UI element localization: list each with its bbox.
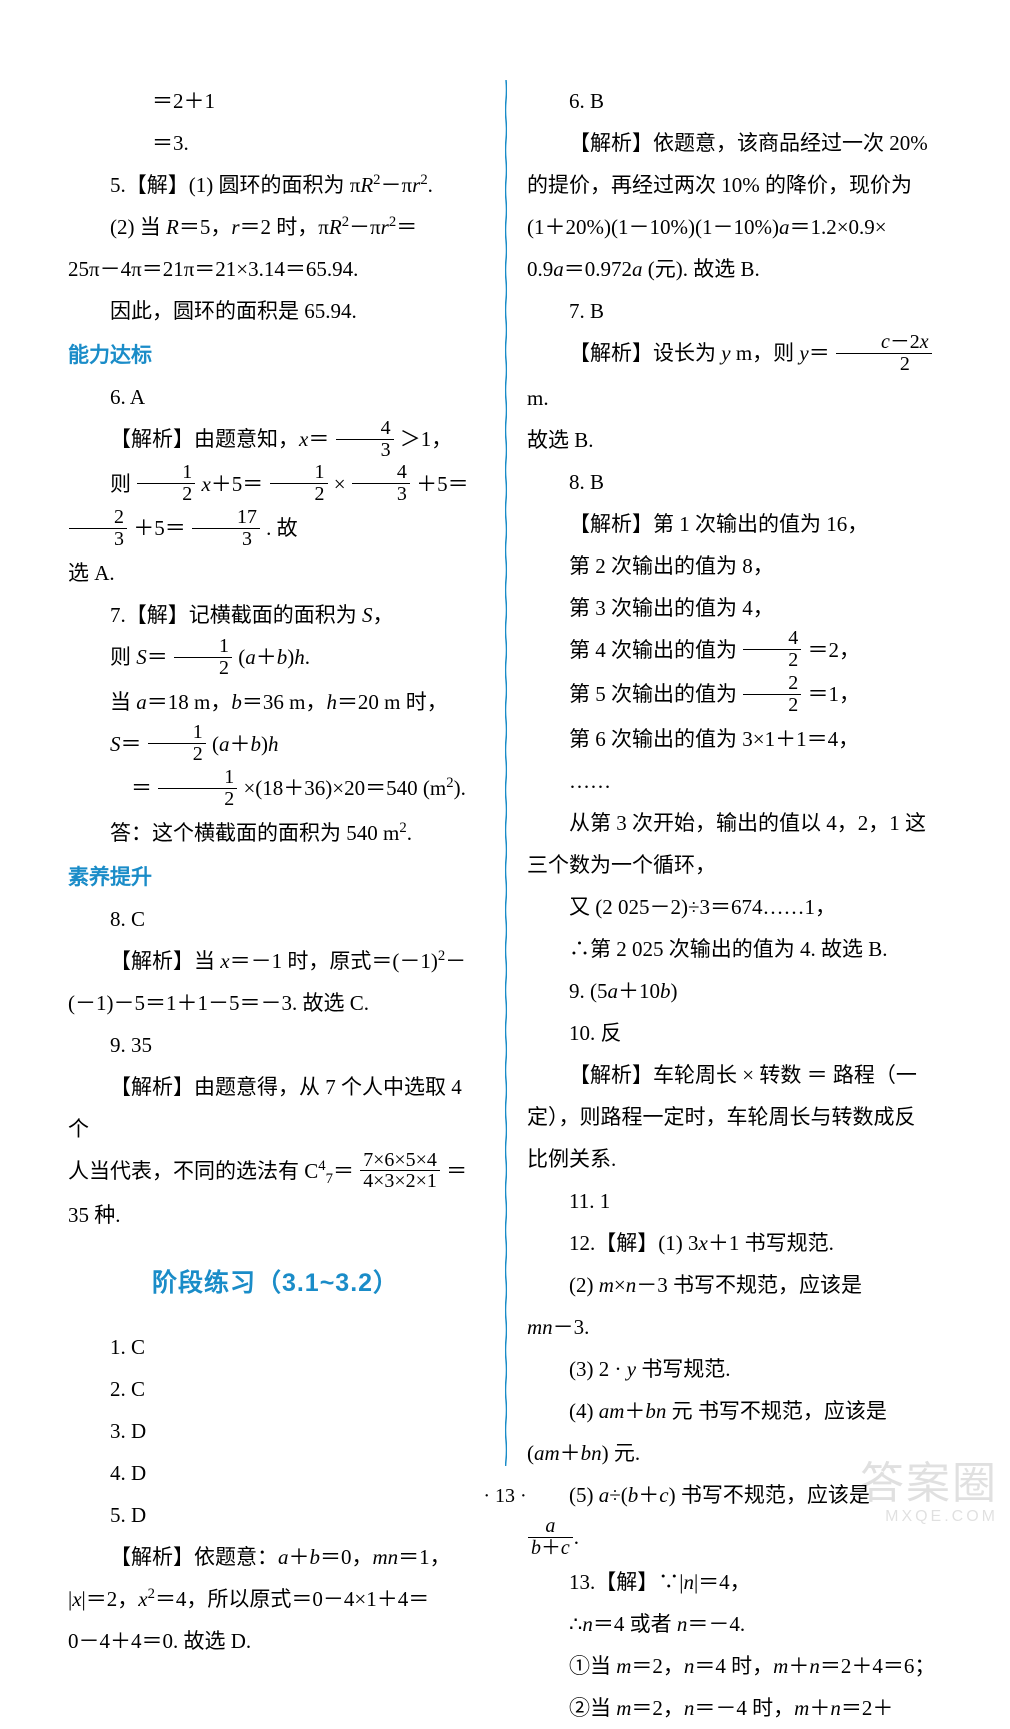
text-line: 又 (2 025－2)÷3＝674……1， (527, 886, 942, 928)
text-line: 第 5 次输出的值为 22 ＝1， (527, 673, 942, 718)
text-line: a b＋c . (527, 1516, 942, 1561)
text-line: 0.9a＝0.972a (元). 故选 B. (527, 248, 942, 290)
text-line: 3. D (68, 1410, 483, 1452)
text-line: 故选 B. (527, 419, 942, 461)
text-line: 9. 35 (68, 1024, 483, 1066)
text-line: 7. B (527, 290, 942, 332)
text-line: ＝2＋1 (68, 80, 483, 122)
text-line: 8. B (527, 461, 942, 503)
text-line: 【解析】设长为 y m，则 y＝ c－2x 2 m. (527, 332, 942, 419)
text-line: 11. 1 (527, 1180, 942, 1222)
text-line: 25π－4π＝21π＝21×3.14＝65.94. (68, 248, 483, 290)
text-line: 选 A. (68, 552, 483, 594)
text-line: ∴第 2 025 次输出的值为 4. 故选 B. (527, 928, 942, 970)
text-line: 第 4 次输出的值为 42 ＝2， (527, 629, 942, 674)
text-line: ＝ 12 ×(18＋36)×20＝540 (m2). (68, 767, 483, 812)
text-line: 的提价，再经过两次 10% 的降价，现价为 (527, 164, 942, 206)
text-line: 当 a＝18 m，b＝36 m，h＝20 m 时， (68, 681, 483, 723)
text-line: 【解析】第 1 次输出的值为 16， (527, 503, 942, 545)
text-line: (4) am＋bn 元 书写不规范，应该是 (527, 1390, 942, 1432)
text-line: 答：这个横截面的面积为 540 m2. (68, 812, 483, 854)
column-divider (505, 80, 507, 1466)
page-number: · 13 · (0, 1485, 1010, 1508)
page: ＝2＋1 ＝3. 5.【解】(1) 圆环的面积为 πR2－πr2. (2) 当 … (0, 0, 1010, 1536)
text-line: (2) 当 R＝5，r＝2 时，πR2－πr2＝ (68, 206, 483, 248)
text-line: 第 6 次输出的值为 3×1＋1＝4， (527, 718, 942, 760)
fraction: c－2x 2 (836, 332, 932, 375)
section-heading: 素养提升 (68, 856, 483, 898)
text-line: 7.【解】记横截面的面积为 S， (68, 594, 483, 636)
fraction: 12 (137, 462, 195, 505)
text-line: |x|＝2，x2＝4，所以原式＝0－4×1＋4＝ (68, 1578, 483, 1620)
fraction: 12 (148, 722, 206, 765)
fraction: 43 (352, 462, 410, 505)
text-line: 定），则路程一定时，车轮周长与转数成反 (527, 1096, 942, 1138)
text-line: 【解析】车轮周长 × 转数 ＝ 路程（一 (527, 1054, 942, 1096)
fraction: 12 (270, 462, 328, 505)
fraction: 173 (192, 507, 260, 550)
text-line: 13.【解】∵|n|＝4， (527, 1561, 942, 1603)
section-title: 阶段练习（3.1~3.2） (68, 1258, 483, 1308)
text-line: (3) 2 · y 书写规范. (527, 1348, 942, 1390)
text-line: 第 3 次输出的值为 4， (527, 587, 942, 629)
text-line: (2) m×n－3 书写不规范，应该是 (527, 1264, 942, 1306)
text-line: (－1)－5＝1＋1－5＝－3. 故选 C. (68, 982, 483, 1024)
text-line: 1. C (68, 1326, 483, 1368)
text-line: 【解析】当 x＝－1 时，原式＝(－1)2－ (68, 940, 483, 982)
text-line: …… (527, 760, 942, 802)
fraction: 23 (69, 507, 127, 550)
text-line: ∴n＝4 或者 n＝－4. (527, 1603, 942, 1645)
text-line: 【解析】依题意：a＋b＝0，mn＝1， (68, 1536, 483, 1578)
text-line: 6. A (68, 376, 483, 418)
text-line: 第 2 次输出的值为 8， (527, 545, 942, 587)
text-line: 6. B (527, 80, 942, 122)
text-line: 2. C (68, 1368, 483, 1410)
text-line: 9. (5a＋10b) (527, 970, 942, 1012)
fraction: 22 (743, 673, 801, 716)
text-line: ①当 m＝2，n＝4 时，m＋n＝2＋4＝6； (527, 1645, 942, 1687)
text-line: 【解析】由题意得，从 7 个人中选取 4 个 (68, 1066, 483, 1150)
text-line: 三个数为一个循环， (527, 844, 942, 886)
right-column: 6. B 【解析】依题意，该商品经过一次 20% 的提价，再经过两次 10% 的… (505, 80, 960, 1476)
fraction: 42 (743, 628, 801, 671)
text-line: 从第 3 次开始，输出的值以 4，2，1 这 (527, 802, 942, 844)
fraction: 12 (174, 636, 232, 679)
text-line: 8. C (68, 898, 483, 940)
text-line: 35 种. (68, 1194, 483, 1236)
fraction: 43 (336, 418, 394, 461)
text-line: 【解析】依题意，该商品经过一次 20% (527, 122, 942, 164)
text-line: mn－3. (527, 1306, 942, 1348)
text-line: ②当 m＝2，n＝－4 时，m＋n＝2＋ (527, 1687, 942, 1729)
text-line: (1＋20%)(1－10%)(1－10%)a＝1.2×0.9× (527, 206, 942, 248)
fraction: 12 (158, 767, 237, 810)
text-line: 人当代表，不同的选法有 C47＝ 7×6×5×44×3×2×1 ＝ (68, 1150, 483, 1195)
text-line: 5.【解】(1) 圆环的面积为 πR2－πr2. (68, 164, 483, 206)
text-line: (am＋bn) 元. (527, 1432, 942, 1474)
section-heading: 能力达标 (68, 334, 483, 376)
text-line: 0－4＋4＝0. 故选 D. (68, 1620, 483, 1662)
text-line: 比例关系. (527, 1138, 942, 1180)
fraction: 7×6×5×44×3×2×1 (360, 1150, 440, 1193)
text-line: ＝3. (68, 122, 483, 164)
text-line: 则 12 x＋5＝ 12 × 43 ＋5＝ 23 ＋5＝ 173 . 故 (68, 463, 483, 552)
text-line: 10. 反 (527, 1012, 942, 1054)
fraction: a b＋c (528, 1516, 573, 1559)
left-column: ＝2＋1 ＝3. 5.【解】(1) 圆环的面积为 πR2－πr2. (2) 当 … (50, 80, 505, 1476)
text-line: 【解析】由题意知，x＝ 43 ＞1， (68, 418, 483, 463)
text-line: 12.【解】(1) 3x＋1 书写规范. (527, 1222, 942, 1264)
text-line: 因此，圆环的面积是 65.94. (68, 290, 483, 332)
text-line: 则 S＝ 12 (a＋b)h. (68, 636, 483, 681)
text-line: S＝ 12 (a＋b)h (68, 723, 483, 768)
